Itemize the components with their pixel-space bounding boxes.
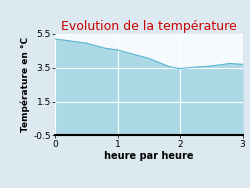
Y-axis label: Température en °C: Température en °C <box>21 37 30 132</box>
X-axis label: heure par heure: heure par heure <box>104 151 194 161</box>
Title: Evolution de la température: Evolution de la température <box>61 20 236 33</box>
